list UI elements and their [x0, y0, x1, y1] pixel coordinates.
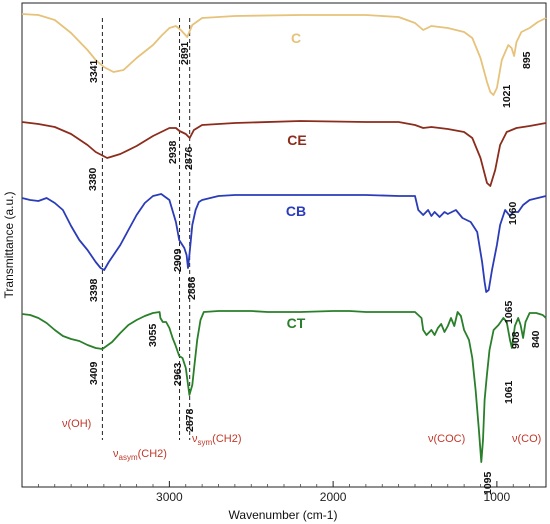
peak-label: 3055 [147, 323, 159, 347]
x-axis-label: Wavenumber (cm-1) [229, 508, 338, 522]
band-annotation-sub: sym [198, 438, 213, 447]
peak-label: 3380 [87, 167, 99, 191]
reference-lines [101, 18, 191, 440]
peak-label: 2963 [172, 362, 184, 386]
peak-label: 908 [510, 331, 522, 349]
band-annotation: νsym(CH2) [192, 433, 242, 447]
band-annotation-main: ν [192, 433, 198, 445]
plot-area-frame [21, 2, 547, 488]
peak-label: 1095 [482, 471, 494, 495]
peak-label: 2938 [167, 140, 179, 164]
peak-label: 3398 [88, 278, 100, 302]
series-line-ce [21, 120, 547, 187]
peak-label: 1060 [507, 201, 519, 225]
peak-label: 1061 [503, 380, 515, 404]
peak-label: 840 [530, 330, 542, 348]
series-label-c: C [291, 30, 301, 46]
band-annotation-main: ν [113, 448, 119, 460]
series-label-ct: CT [287, 315, 306, 331]
band-annotation-main: ν(CO) [512, 433, 541, 445]
peak-label: 2876 [183, 146, 195, 170]
peak-label: 3409 [88, 361, 100, 385]
peak-label: 2878 [184, 408, 196, 432]
band-annotations: ν(OH)νasym(CH2)νsym(CH2) ν(COC) ν(CO) [62, 418, 541, 462]
band-annotation-tail: (CH2) [138, 448, 167, 460]
band-annotation-tail: (CH2) [212, 433, 241, 445]
peak-label: 2891 [179, 41, 191, 65]
x-tick-label: 3000 [156, 490, 183, 504]
y-axis-label: Transmittance (a.u.) [2, 192, 16, 299]
x-axis-ticks: 3000 2000 1000 [37, 481, 531, 504]
x-tick-label: 1000 [484, 490, 511, 504]
band-annotation-main: ν(COC) [428, 433, 465, 445]
series-label-ce: CE [287, 132, 306, 148]
series-lines [21, 13, 547, 463]
peak-label: 3341 [88, 59, 100, 83]
peak-label: 1065 [503, 300, 515, 324]
series-line-ct [21, 310, 547, 463]
series-line-c [21, 13, 547, 96]
band-annotation-sub: asym [119, 453, 138, 462]
peak-label: 2909 [172, 248, 184, 272]
band-annotation: ν(COC) [428, 433, 465, 445]
peak-label: 2886 [186, 276, 198, 300]
peak-label: 895 [521, 51, 533, 69]
peak-label: 1021 [501, 84, 513, 108]
band-annotation: νasym(CH2) [113, 448, 167, 462]
band-annotation-main: ν(OH) [62, 418, 91, 430]
band-annotation: ν(OH) [62, 418, 91, 430]
series-label-cb: CB [286, 203, 306, 219]
series-labels: C CE CB CT [286, 30, 307, 331]
x-tick-label: 2000 [320, 490, 347, 504]
series-line-cb [21, 193, 547, 293]
band-annotation: ν(CO) [512, 433, 541, 445]
